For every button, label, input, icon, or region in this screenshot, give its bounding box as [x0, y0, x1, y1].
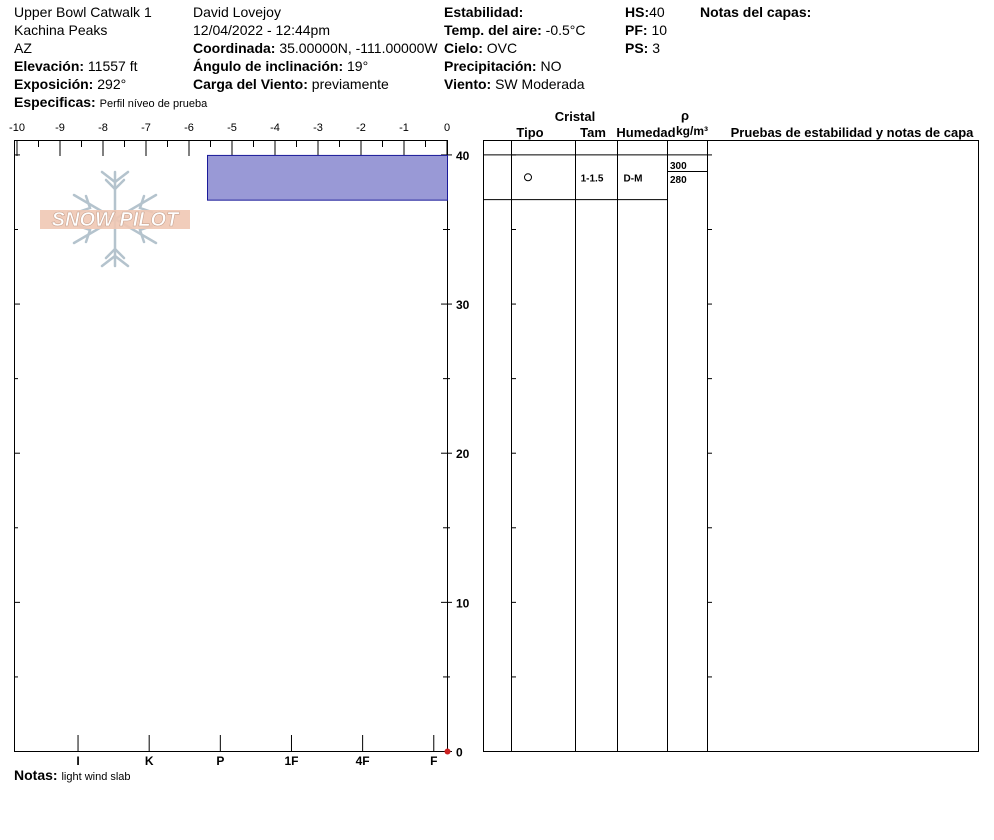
layer-table-rows: 1-1.5 D-M 300 280: [483, 154, 707, 201]
depth-axis: 40 30 20 10 0: [14, 149, 470, 760]
tests-header: Pruebas de estabilidad y notas de capa: [731, 125, 975, 140]
temp-tick-label: -4: [270, 122, 280, 134]
temp-tick-label: -9: [55, 122, 65, 134]
pf: PF: 10: [625, 22, 667, 38]
ps-label: PS:: [625, 40, 649, 56]
precip-value: NO: [540, 58, 562, 74]
wind-load-value: previamente: [311, 76, 389, 92]
hs-label: HS:: [625, 4, 650, 20]
logo-band: [40, 210, 190, 229]
sky-value: OVC: [486, 40, 518, 56]
grain-size-value: 1-1.5: [581, 173, 604, 184]
coord-label: Coordinada:: [193, 40, 276, 56]
snowpilot-logo: SNOW PILOT: [40, 170, 190, 268]
hardness-tick-label: 4F: [356, 754, 370, 768]
aspect-value: 292°: [97, 76, 127, 92]
coord-value: 35.00000N, -111.00000W: [279, 40, 438, 56]
sky-label: Cielo:: [444, 40, 483, 56]
wind-value: SW Moderada: [495, 76, 585, 92]
hardness-axis: I K P 1F 4F F: [76, 735, 437, 768]
layer-table-border: [483, 140, 979, 752]
specifics: Especificas: Perfil níveo de prueba: [14, 94, 207, 112]
specifics-value: Perfil níveo de prueba: [99, 98, 208, 110]
wind-label: Viento:: [444, 76, 492, 92]
wind-loading: Carga del Viento: previamente: [193, 76, 389, 92]
temp-tick-label: -1: [399, 122, 409, 134]
moisture-value: D-M: [624, 173, 643, 184]
hardness-tick-label: K: [145, 754, 154, 768]
state-name: AZ: [14, 40, 32, 56]
temp-tick-label: 0: [444, 122, 450, 134]
temp-tick-label: -5: [227, 122, 237, 134]
wind-load-label: Carga del Viento:: [193, 76, 308, 92]
depth-tick-label: 40: [456, 149, 470, 163]
sky: Cielo: OVC: [444, 40, 517, 56]
slope-angle: Ángulo de inclinación: 19°: [193, 58, 368, 74]
hardness-tick-label: I: [76, 754, 79, 768]
elevation: Elevación: 11557 ft: [14, 58, 137, 74]
density-value-upper: 300: [670, 161, 687, 172]
coordinates: Coordinada: 35.00000N, -111.00000W: [193, 40, 438, 56]
hs-value: 40: [649, 4, 665, 20]
pf-label: PF:: [625, 22, 648, 38]
notes: Notas: light wind slab: [14, 767, 131, 785]
table-depth-ticks: [511, 154, 712, 678]
depth-tick-label: 20: [456, 447, 470, 461]
hardness-tick-label: P: [216, 754, 224, 768]
hardness-profile: [207, 154, 448, 201]
stability-label: Estabilidad:: [444, 4, 524, 20]
density-symbol: ρ: [681, 108, 689, 123]
density-unit-header: kg/m³: [676, 124, 708, 138]
layer-notes-label: Notas del capas:: [700, 4, 812, 20]
precipitation: Precipitación: NO: [444, 58, 561, 74]
aspect: Exposición: 292°: [14, 76, 126, 92]
hs: HS:40: [625, 4, 665, 20]
hardness-tick-label: F: [430, 754, 437, 768]
hardness-layer-bar: [207, 154, 448, 201]
elevation-label: Elevación:: [14, 58, 85, 74]
origin-marker: [444, 748, 451, 755]
specifics-label: Especificas:: [14, 94, 96, 110]
depth-tick-label: 30: [456, 298, 470, 312]
temp-tick-label: -7: [141, 122, 151, 134]
precip-label: Precipitación:: [444, 58, 537, 74]
temp-tick-label: -8: [98, 122, 108, 134]
ps: PS: 3: [625, 40, 660, 56]
slope-value: 19°: [347, 58, 369, 74]
elevation-value: 11557 ft: [87, 58, 138, 74]
temp-tick-label: -2: [356, 122, 366, 134]
depth-tick-label: 0: [456, 746, 463, 760]
ps-value: 3: [652, 40, 661, 56]
size-header: Tam: [580, 125, 606, 140]
observer-name: David Lovejoy: [193, 4, 281, 20]
hardness-tick-label: 1F: [284, 754, 298, 768]
temp-tick-label: -3: [313, 122, 323, 134]
air-temperature: Temp. del aire: -0.5°C: [444, 22, 586, 38]
logo-text: SNOW PILOT: [52, 209, 180, 231]
wind: Viento: SW Moderada: [444, 76, 585, 92]
crystal-header: Cristal: [555, 109, 595, 124]
type-header: Tipo: [516, 125, 543, 140]
grain-type-rounded-icon: [524, 173, 532, 182]
temperature-axis: -10 -9 -8 -7 -6 -5 -4 -3 -2 -1 0: [9, 122, 450, 156]
notes-label: Notas:: [14, 767, 58, 783]
slope-label: Ángulo de inclinación:: [193, 58, 344, 74]
site-name: Upper Bowl Catwalk 1: [14, 4, 152, 20]
aspect-label: Exposición:: [14, 76, 94, 92]
temp-tick-label: -10: [9, 122, 25, 134]
moisture-header: Humedad: [616, 125, 675, 140]
density-value-lower: 280: [670, 175, 687, 186]
notes-value: light wind slab: [61, 771, 131, 783]
air-temp-value: -0.5°C: [545, 22, 586, 38]
depth-tick-label: 10: [456, 596, 470, 610]
range-name: Kachina Peaks: [14, 22, 108, 38]
air-temp-label: Temp. del aire:: [444, 22, 542, 38]
temp-tick-label: -6: [184, 122, 194, 134]
pf-value: 10: [651, 22, 668, 38]
observation-datetime: 12/04/2022 - 12:44pm: [193, 22, 330, 38]
